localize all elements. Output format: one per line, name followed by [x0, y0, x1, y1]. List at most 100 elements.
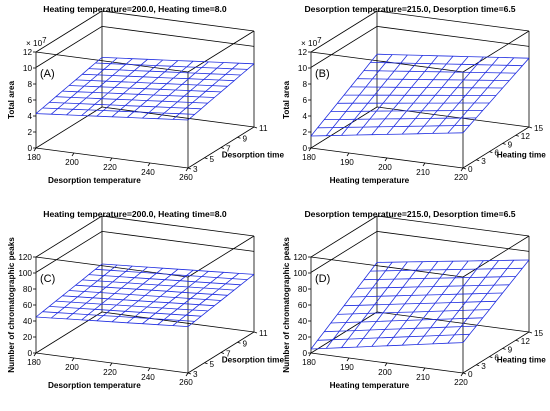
- y-tick-label: 7: [226, 350, 231, 359]
- z-tick-label: 6: [302, 96, 307, 105]
- panel-label: (A): [40, 68, 55, 80]
- z-tick-label: 60: [23, 301, 33, 310]
- mesh-line-y: [370, 267, 523, 272]
- mesh-line-x: [447, 259, 515, 344]
- panel-2: 02468101218019020021022003691215Desorpti…: [282, 4, 546, 185]
- mesh-line-x: [126, 60, 194, 118]
- mesh-line-x: [401, 260, 469, 346]
- x-tick-mark: [71, 357, 75, 362]
- x-tick-label: 210: [416, 168, 430, 177]
- y-tick-label: 5: [210, 155, 215, 164]
- x-tick-label: 200: [378, 368, 392, 377]
- y-tick-mark: [204, 157, 208, 160]
- box-edge: [462, 235, 530, 278]
- surface-mesh: [310, 259, 530, 350]
- x-tick-label: 210: [416, 373, 430, 382]
- x-tick-mark: [147, 367, 151, 372]
- y-tick-label: 0: [468, 165, 473, 174]
- y-tick-label: 11: [259, 329, 268, 338]
- z-tick-label: 60: [298, 301, 308, 310]
- y-tick-mark: [528, 331, 533, 334]
- y-tick-label: 3: [481, 362, 486, 371]
- y-tick-label: 9: [243, 134, 248, 143]
- mesh-line-x: [310, 262, 378, 350]
- mesh-line-x: [172, 273, 240, 326]
- y-tick-mark: [253, 126, 258, 129]
- y-tick-mark: [187, 167, 192, 170]
- y-tick-mark: [187, 372, 192, 375]
- z-tick-label: 0: [27, 144, 32, 153]
- x-tick-label: 180: [302, 153, 316, 162]
- y-tick-mark: [489, 356, 493, 358]
- panel-title: Heating temperature=200.0, Heating time=…: [43, 209, 227, 219]
- z-tick-label: 0: [302, 349, 307, 358]
- y-tick-mark: [515, 134, 519, 137]
- mesh-line-y: [82, 73, 235, 82]
- z-axis-label: Number of chromatographic peaks: [7, 237, 16, 373]
- axis-box: [35, 10, 255, 169]
- surface-mesh: [35, 263, 255, 327]
- mesh-line-y: [357, 284, 510, 289]
- surface-mesh: [35, 57, 255, 121]
- z-tick-label: 80: [298, 285, 308, 294]
- mesh-line-y: [88, 68, 241, 76]
- z-axis-label: Number of chromatographic peaks: [282, 237, 291, 373]
- x-axis-label: Desorption temperature: [48, 176, 141, 185]
- z-tick-label: 0: [302, 144, 307, 153]
- mesh-line-y: [75, 79, 228, 87]
- x-tick-label: 220: [103, 163, 117, 172]
- y-tick-mark: [476, 364, 480, 367]
- mesh-line-x: [462, 259, 530, 343]
- z-tick-label: 2: [27, 128, 32, 137]
- mesh-line-y: [101, 263, 255, 275]
- mesh-line-x: [432, 57, 499, 134]
- mesh-line-x: [157, 271, 224, 326]
- x-tick-label: 190: [340, 363, 354, 372]
- x-tick-label: 220: [454, 378, 468, 387]
- x-tick-label: 180: [27, 358, 41, 367]
- mesh-line-y: [363, 276, 516, 281]
- reference-line: [35, 230, 255, 273]
- x-tick-label: 260: [179, 173, 193, 182]
- box-edge: [376, 106, 530, 128]
- mesh-line-x: [432, 260, 499, 345]
- z-axis-label: Total area: [7, 81, 16, 120]
- z-tick-label: 4: [302, 112, 307, 121]
- box-edge: [35, 215, 103, 258]
- mesh-line-x: [142, 270, 209, 325]
- x-tick-mark: [346, 152, 350, 157]
- x-tick-mark: [460, 167, 464, 172]
- y-tick-label: 15: [534, 329, 544, 338]
- x-tick-label: 180: [302, 358, 316, 367]
- z-tick-label: 100: [293, 269, 307, 278]
- box-edge: [462, 331, 530, 374]
- reference-line: [310, 25, 530, 68]
- z-tick-label: 10: [298, 64, 308, 73]
- box-edge: [462, 30, 530, 73]
- y-tick-mark: [476, 159, 480, 162]
- box-edge: [35, 106, 103, 149]
- y-tick-label: 6: [494, 149, 499, 158]
- mesh-line-y: [376, 259, 530, 263]
- axis-box: [310, 10, 530, 169]
- panel-label: (B): [315, 68, 330, 80]
- y-tick-label: 5: [210, 360, 215, 369]
- y-tick-label: 3: [193, 165, 198, 174]
- y-tick-mark: [489, 151, 493, 153]
- y-tick-label: 3: [481, 157, 486, 166]
- y-tick-mark: [528, 126, 533, 129]
- box-edge: [35, 311, 103, 354]
- mesh-line-x: [187, 63, 255, 121]
- mesh-line-x: [142, 61, 209, 119]
- z-multiplier: × 107: [301, 36, 322, 48]
- mesh-line-y: [363, 70, 516, 74]
- mesh-line-y: [376, 53, 530, 59]
- x-tick-label: 200: [65, 363, 79, 372]
- x-axis-label: Heating temperature: [330, 176, 410, 185]
- y-tick-label: 7: [226, 145, 231, 154]
- z-tick-label: 4: [27, 112, 32, 121]
- x-tick-label: 200: [65, 158, 79, 167]
- panel-title: Heating temperature=200.0, Heating time=…: [43, 4, 227, 14]
